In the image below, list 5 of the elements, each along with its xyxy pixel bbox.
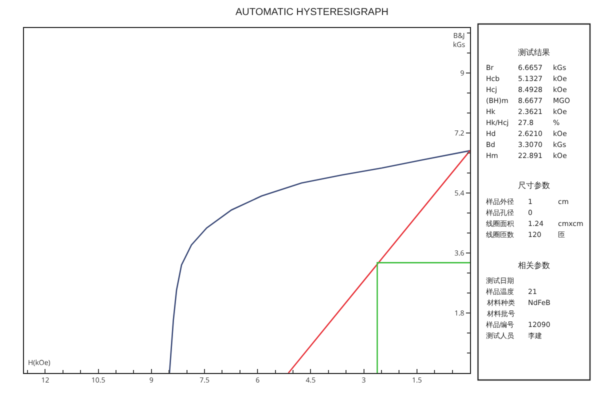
text: 相关参数 <box>518 261 550 270</box>
chart-title: AUTOMATIC HYSTERESIGRAPH <box>236 7 388 18</box>
line-series <box>168 150 470 373</box>
text: 测试结果 <box>518 48 550 57</box>
text: 尺寸参数 <box>518 181 550 190</box>
